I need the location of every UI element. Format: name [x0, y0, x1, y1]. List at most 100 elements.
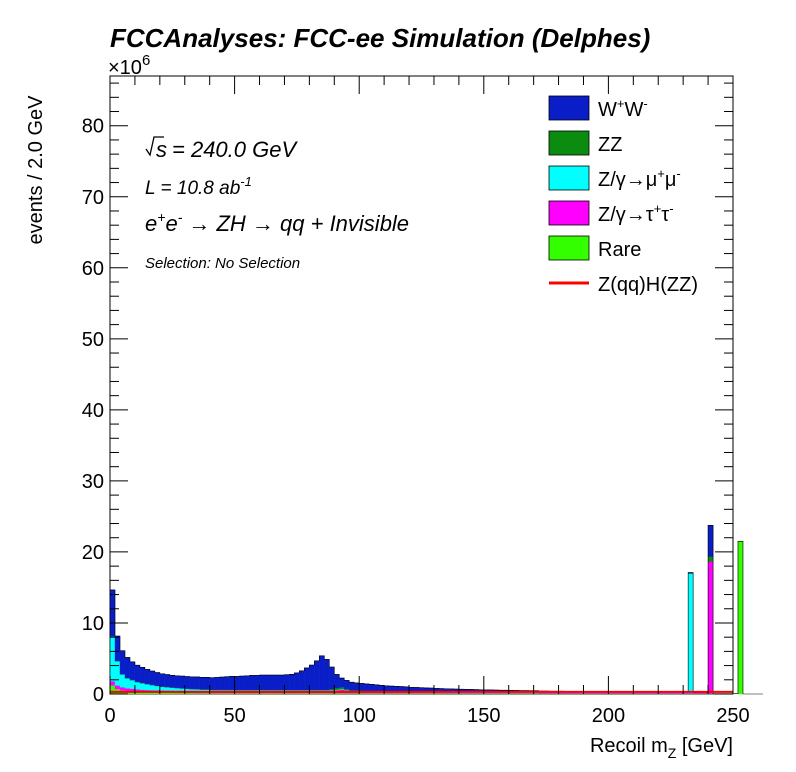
- bar-w-w-: [114, 635, 121, 662]
- axis-ticks: [109, 76, 734, 695]
- x-tick-label: 200: [592, 705, 625, 727]
- bar-w-w-: [334, 674, 340, 689]
- sqrt-s-value: = 240.0 GeV: [172, 137, 298, 162]
- bar-z-: [134, 682, 141, 690]
- bar-z-: [204, 689, 210, 691]
- bar-w-w-: [339, 677, 345, 688]
- bar-w-w-: [403, 686, 410, 692]
- bar-zz: [329, 688, 335, 691]
- legend-label-z-: Z/γ→τ+τ-: [598, 201, 674, 226]
- stack-outline: [109, 524, 763, 695]
- y-tick-label: 20: [82, 542, 104, 564]
- bar-z-: [109, 636, 116, 682]
- bar-z-: [114, 685, 121, 690]
- bar-w-w-: [154, 672, 160, 686]
- bar-z-: [687, 573, 694, 694]
- bar-w-w-: [234, 676, 240, 691]
- bar-w-w-: [264, 674, 270, 691]
- bar-w-w-: [388, 685, 395, 692]
- bar-z-: [184, 688, 190, 691]
- bar-rare: [169, 692, 175, 695]
- bar-z-: [707, 561, 714, 694]
- bar-z-: [149, 685, 156, 691]
- bar-w-w-: [319, 655, 325, 691]
- bar-w-w-: [159, 673, 165, 687]
- bar-rare: [164, 692, 170, 695]
- bar-w-w-: [209, 677, 215, 690]
- bar-w-w-: [299, 670, 305, 691]
- bar-z-: [124, 678, 131, 689]
- bar-z-: [114, 661, 121, 686]
- bar-w-w-: [274, 674, 280, 691]
- bar-zz: [339, 687, 345, 690]
- bar-w-w-: [294, 672, 300, 691]
- sqrt-s-annotation: s = 240.0 GeV: [145, 136, 298, 162]
- x-tick-label: 100: [343, 705, 376, 727]
- bar-w-w-: [169, 675, 175, 688]
- bar-w-w-: [364, 683, 370, 691]
- bar-w-w-: [134, 665, 141, 683]
- bar-z-: [194, 689, 200, 691]
- bar-w-w-: [289, 674, 295, 691]
- y-tick-label: 80: [82, 116, 104, 138]
- bar-z-: [164, 687, 170, 691]
- legend-label-zz: ZZ: [598, 134, 622, 156]
- bar-w-w-: [354, 682, 360, 691]
- x-tick-label: 50: [223, 705, 245, 727]
- y-tick-label: 40: [82, 400, 104, 422]
- legend: W+W- ZZ Z/γ→μ+μ- Z/γ→τ+τ- Rare Z(qq)H(ZZ): [548, 95, 698, 296]
- y-tick-label: 10: [82, 613, 104, 635]
- bar-w-w-: [349, 682, 355, 691]
- x-axis-label: Recoil mZ [GeV]: [590, 735, 733, 761]
- bar-z-: [189, 689, 195, 691]
- legend-swatch-w: [548, 95, 590, 121]
- bar-w-w-: [369, 684, 375, 691]
- bar-rare: [737, 541, 744, 695]
- legend-label-z-: Z/γ→μ+μ-: [598, 166, 681, 191]
- bar-zz: [344, 688, 350, 691]
- bar-w-w-: [329, 666, 335, 690]
- sqrt-symbol: [145, 136, 164, 157]
- bar-z-: [139, 683, 146, 690]
- legend-swatch-z-: [548, 200, 590, 226]
- y-tick-label: 60: [82, 258, 104, 280]
- bar-w-w-: [359, 683, 365, 691]
- x-tick-label: 150: [467, 705, 500, 727]
- legend-label-w: W+W-: [598, 96, 648, 121]
- x-tick-label: 0: [104, 705, 115, 727]
- bar-w-w-: [149, 670, 156, 686]
- bar-w-w-: [109, 589, 116, 637]
- luminosity-label: L = 10.8 ab-1: [145, 174, 252, 199]
- bar-z-: [169, 687, 175, 691]
- y-axis-label: events / 2.0 GeV: [25, 95, 47, 245]
- bar-w-w-: [194, 676, 200, 690]
- bar-z-: [179, 688, 185, 691]
- bar-rare: [159, 692, 165, 695]
- axis-tick-labels: 0 50 100 150 200 250 0 10 20 30 40 50 60 70 80: [82, 116, 750, 727]
- bar-zz: [707, 556, 714, 562]
- y-tick-label: 0: [93, 684, 104, 706]
- y-tick-label: 50: [82, 329, 104, 351]
- bar-z-: [124, 688, 131, 692]
- bar-w-w-: [229, 676, 235, 690]
- bar-z-: [129, 680, 136, 689]
- process-label: e+e- → ZH → qq + Invisible: [145, 209, 409, 236]
- bar-w-w-: [139, 667, 146, 684]
- bar-z-: [159, 686, 165, 691]
- bar-w-w-: [254, 675, 260, 691]
- bar-w-w-: [204, 677, 210, 690]
- bar-w-w-: [324, 659, 330, 691]
- bar-rare: [179, 692, 185, 695]
- y-tick-label: 70: [82, 187, 104, 209]
- bar-z-: [119, 687, 126, 691]
- bar-z-: [174, 688, 180, 691]
- bar-w-w-: [304, 667, 310, 691]
- chart-title: FCCAnalyses: FCC-ee Simulation (Delphes): [110, 23, 650, 53]
- bar-w-w-: [224, 676, 230, 690]
- bar-z-: [199, 689, 205, 691]
- legend-swatch-z-: [548, 165, 590, 191]
- bar-zz: [334, 687, 340, 690]
- bar-w-w-: [179, 675, 185, 689]
- bar-z-: [109, 681, 116, 686]
